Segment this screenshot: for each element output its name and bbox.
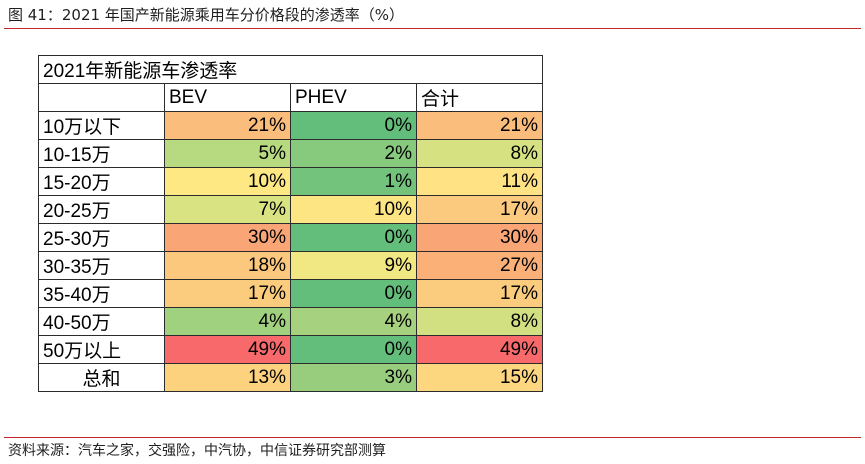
- total-cell: 17%: [416, 279, 543, 308]
- row-label: 25-30万: [38, 223, 165, 252]
- phev-cell: 0%: [290, 223, 417, 252]
- total-cell: 8%: [416, 307, 543, 336]
- table-header-row: BEV PHEV 合计: [38, 83, 543, 112]
- row-label: 15-20万: [38, 167, 165, 196]
- row-label: 40-50万: [38, 307, 165, 336]
- phev-cell: 3%: [290, 363, 417, 392]
- bev-cell: 5%: [164, 139, 291, 168]
- header-total: 合计: [416, 83, 543, 112]
- row-label: 总和: [38, 363, 165, 392]
- phev-cell: 0%: [290, 111, 417, 140]
- total-cell: 11%: [416, 167, 543, 196]
- total-cell: 30%: [416, 223, 543, 252]
- table-row: 总和 13% 3% 15%: [38, 363, 543, 392]
- phev-cell: 4%: [290, 307, 417, 336]
- phev-cell: 0%: [290, 279, 417, 308]
- phev-cell: 9%: [290, 251, 417, 280]
- row-label: 20-25万: [38, 195, 165, 224]
- phev-cell: 10%: [290, 195, 417, 224]
- row-label: 35-40万: [38, 279, 165, 308]
- table-row: 40-50万 4% 4% 8%: [38, 307, 543, 336]
- row-label: 30-35万: [38, 251, 165, 280]
- table-title-row: 2021年新能源车渗透率: [38, 55, 543, 84]
- bev-cell: 13%: [164, 363, 291, 392]
- phev-cell: 2%: [290, 139, 417, 168]
- header-phev: PHEV: [290, 83, 417, 112]
- bev-cell: 18%: [164, 251, 291, 280]
- table-row: 50万以上 49% 0% 49%: [38, 335, 543, 364]
- table-row: 10-15万 5% 2% 8%: [38, 139, 543, 168]
- row-label: 50万以上: [38, 335, 165, 364]
- bev-cell: 10%: [164, 167, 291, 196]
- table-row: 15-20万 10% 1% 11%: [38, 167, 543, 196]
- bev-cell: 49%: [164, 335, 291, 364]
- header-blank: [38, 83, 165, 112]
- total-cell: 27%: [416, 251, 543, 280]
- phev-cell: 1%: [290, 167, 417, 196]
- total-cell: 15%: [416, 363, 543, 392]
- row-label: 10-15万: [38, 139, 165, 168]
- table-row: 25-30万 30% 0% 30%: [38, 223, 543, 252]
- bev-cell: 7%: [164, 195, 291, 224]
- bev-cell: 4%: [164, 307, 291, 336]
- penetration-table: 2021年新能源车渗透率 BEV PHEV 合计 10万以下 21% 0% 21% 10…: [38, 55, 543, 392]
- total-cell: 21%: [416, 111, 543, 140]
- phev-cell: 0%: [290, 335, 417, 364]
- bev-cell: 21%: [164, 111, 291, 140]
- source-note: 资料来源：汽车之家，交强险，中汽协，中信证券研究部测算: [8, 443, 386, 459]
- total-cell: 8%: [416, 139, 543, 168]
- row-label: 10万以下: [38, 111, 165, 140]
- top-divider: [4, 28, 861, 29]
- table-row: 20-25万 7% 10% 17%: [38, 195, 543, 224]
- total-cell: 49%: [416, 335, 543, 364]
- total-cell: 17%: [416, 195, 543, 224]
- bev-cell: 30%: [164, 223, 291, 252]
- table-row: 35-40万 17% 0% 17%: [38, 279, 543, 308]
- bev-cell: 17%: [164, 279, 291, 308]
- figure-title: 图 41：2021 年国产新能源乘用车分价格段的渗透率（%）: [8, 6, 405, 24]
- table-row: 10万以下 21% 0% 21%: [38, 111, 543, 140]
- table-row: 30-35万 18% 9% 27%: [38, 251, 543, 280]
- header-bev: BEV: [164, 83, 291, 112]
- bottom-divider: [4, 437, 861, 438]
- table-title: 2021年新能源车渗透率: [38, 55, 543, 84]
